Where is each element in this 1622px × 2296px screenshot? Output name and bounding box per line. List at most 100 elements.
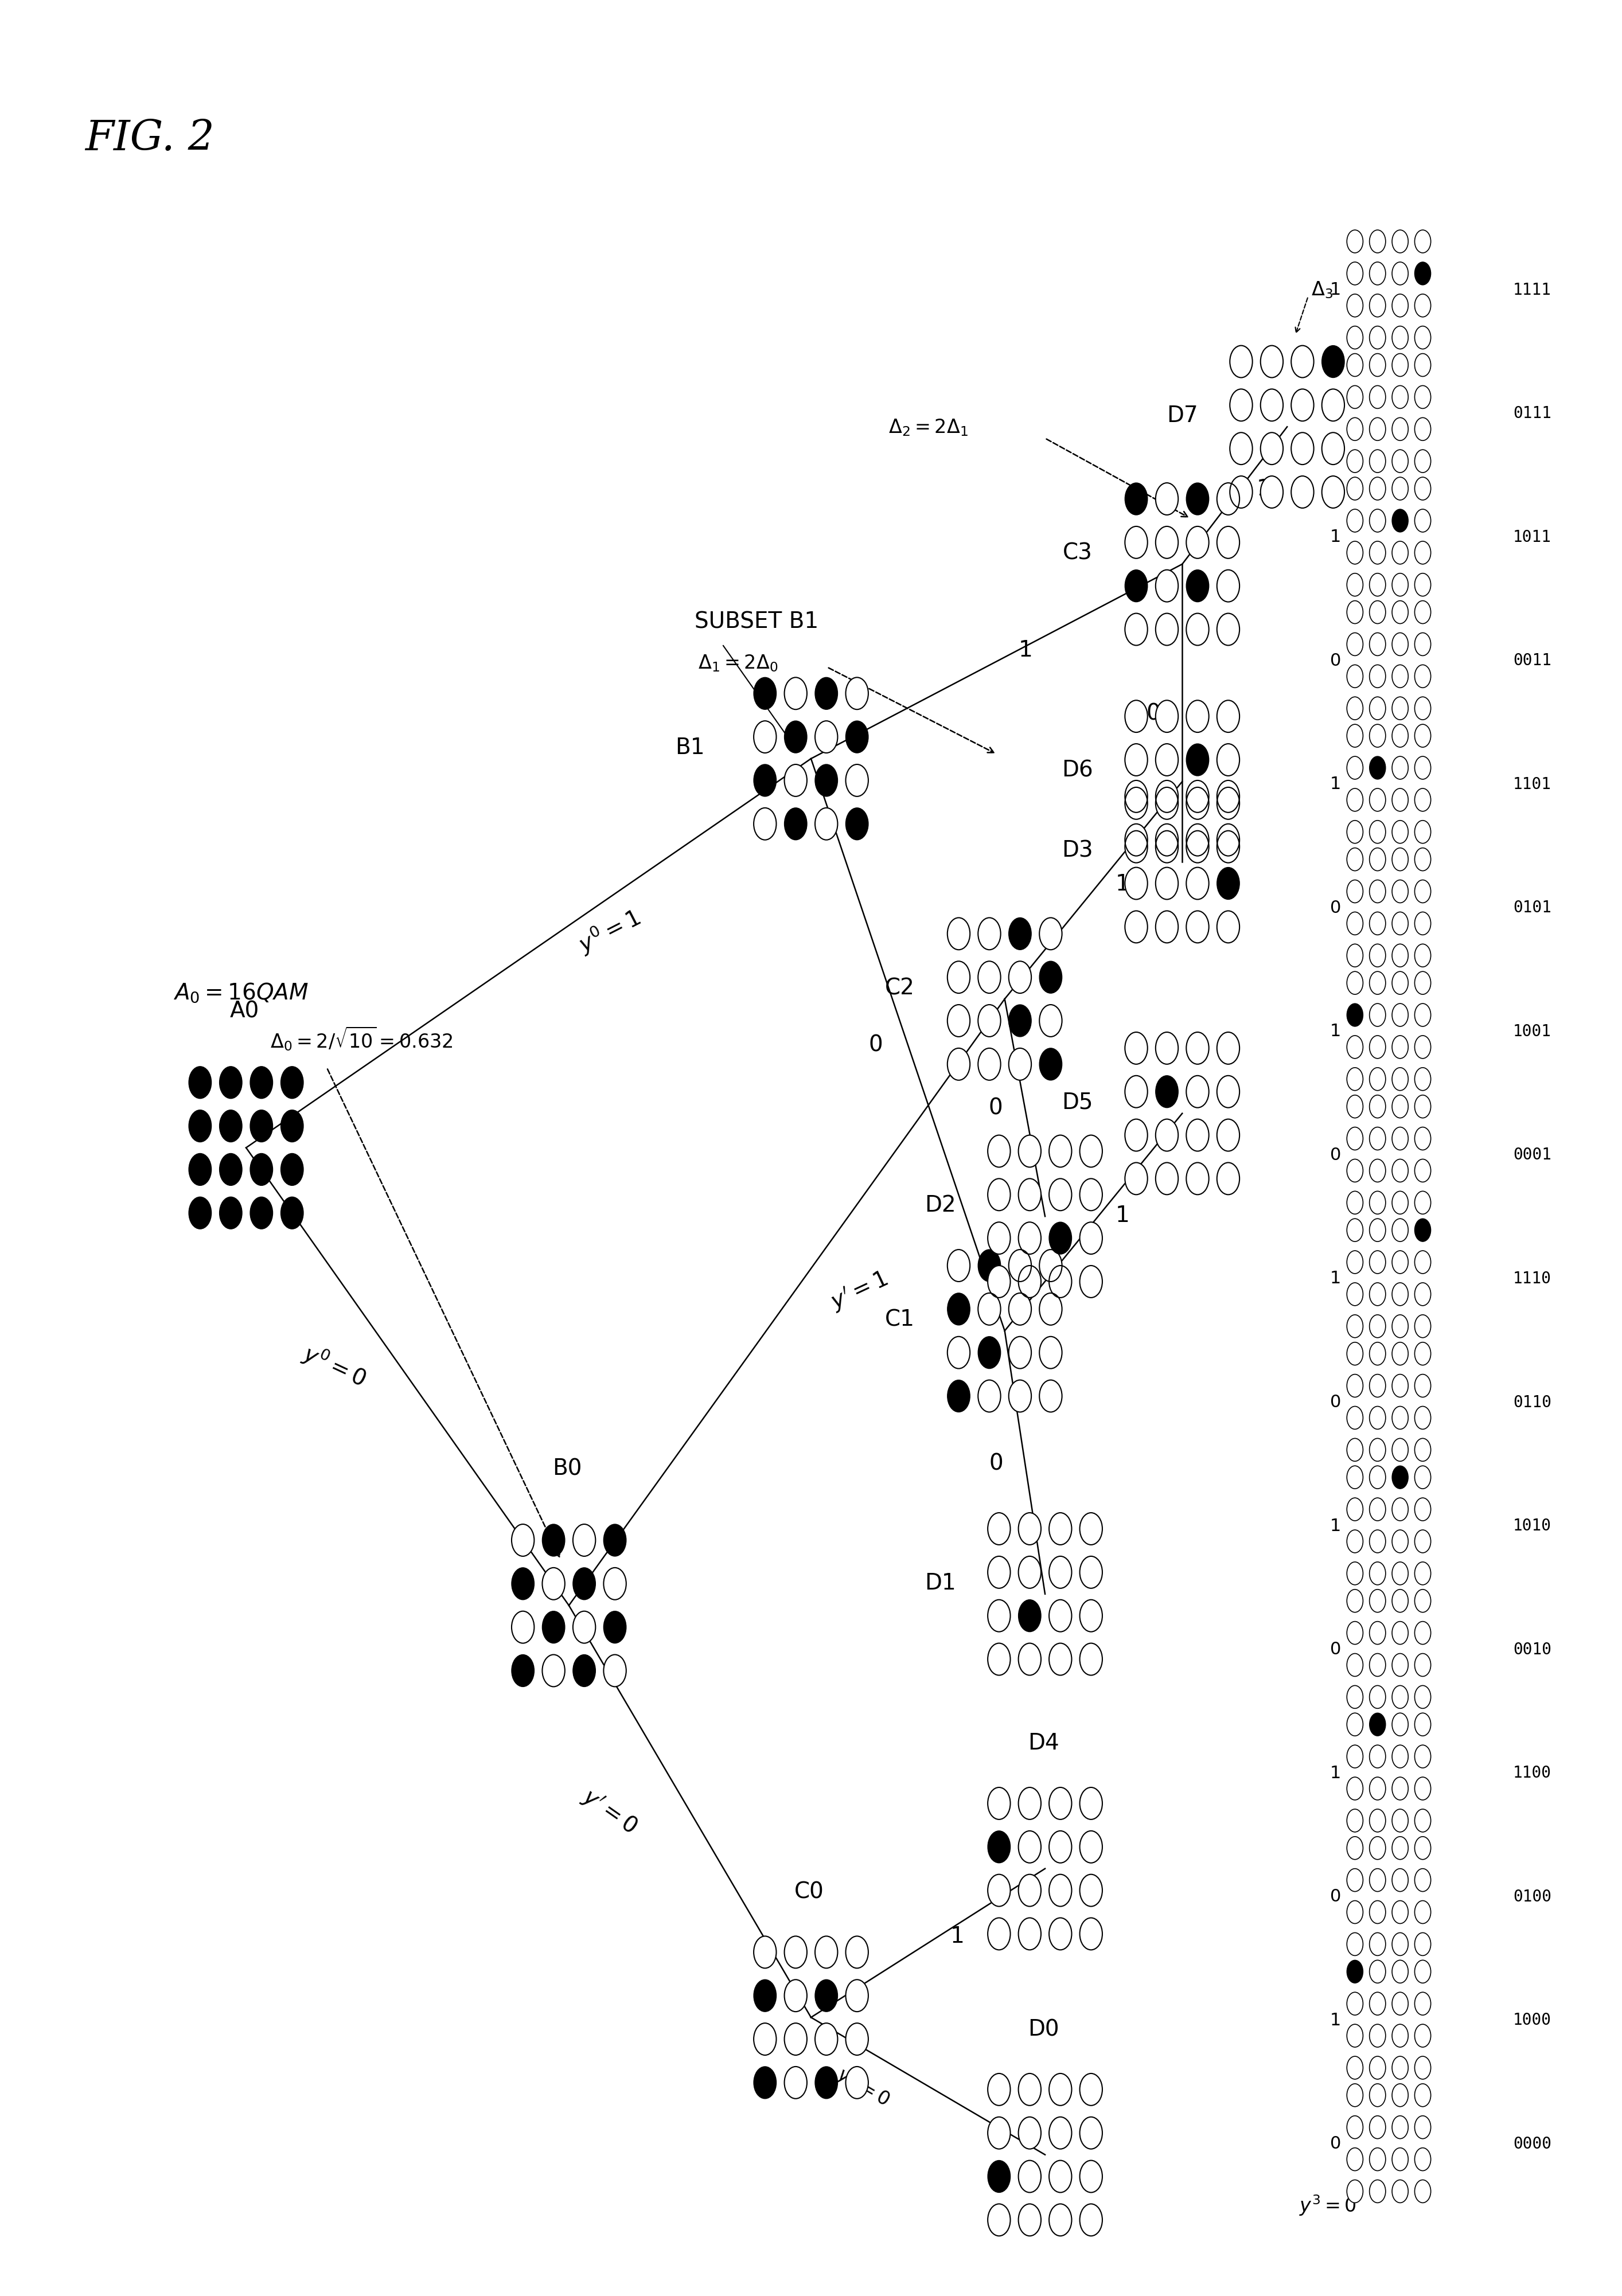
Circle shape <box>1414 602 1431 625</box>
Circle shape <box>1229 390 1252 422</box>
Circle shape <box>1414 510 1431 533</box>
Circle shape <box>978 1336 1001 1368</box>
Circle shape <box>1369 879 1385 902</box>
Text: 0000: 0000 <box>1513 2135 1552 2151</box>
Circle shape <box>1126 1077 1147 1109</box>
Text: $y'=1$: $y'=1$ <box>827 1267 892 1316</box>
Circle shape <box>1346 354 1362 377</box>
Circle shape <box>785 1979 808 2011</box>
Circle shape <box>1369 1961 1385 1984</box>
Circle shape <box>1414 1653 1431 1676</box>
Circle shape <box>1322 434 1345 466</box>
Circle shape <box>814 1979 837 2011</box>
Circle shape <box>785 677 808 709</box>
Circle shape <box>947 1293 970 1325</box>
Circle shape <box>250 1111 272 1143</box>
Circle shape <box>1080 2161 1103 2193</box>
Circle shape <box>1369 726 1385 748</box>
Text: D2: D2 <box>925 1194 955 1217</box>
Circle shape <box>1346 1497 1362 1520</box>
Circle shape <box>1392 1440 1408 1463</box>
Circle shape <box>1392 1343 1408 1366</box>
Circle shape <box>1186 912 1208 944</box>
Circle shape <box>814 2023 837 2055</box>
Circle shape <box>1369 1993 1385 2016</box>
Circle shape <box>1346 1837 1362 1860</box>
Circle shape <box>1346 2179 1362 2202</box>
Circle shape <box>1369 418 1385 441</box>
Circle shape <box>785 808 808 840</box>
Circle shape <box>1080 1830 1103 1862</box>
Circle shape <box>1392 1192 1408 1215</box>
Text: 0: 0 <box>1330 1394 1341 1410</box>
Circle shape <box>1414 262 1431 285</box>
Circle shape <box>1392 1561 1408 1584</box>
Circle shape <box>1346 262 1362 285</box>
Circle shape <box>1369 1653 1385 1676</box>
Circle shape <box>1155 613 1178 645</box>
Circle shape <box>1049 1513 1072 1545</box>
Circle shape <box>1019 1137 1041 1166</box>
Circle shape <box>1346 847 1362 870</box>
Circle shape <box>814 808 837 840</box>
Circle shape <box>1346 1068 1362 1091</box>
Circle shape <box>1369 2085 1385 2108</box>
Circle shape <box>1392 1316 1408 1339</box>
Circle shape <box>988 1789 1011 1818</box>
Circle shape <box>1369 971 1385 994</box>
Circle shape <box>1049 1644 1072 1676</box>
Text: 0111: 0111 <box>1513 406 1552 422</box>
Circle shape <box>754 1979 777 2011</box>
Circle shape <box>1369 1283 1385 1306</box>
Circle shape <box>1126 788 1147 820</box>
Text: 0001: 0001 <box>1513 1146 1552 1162</box>
Circle shape <box>1126 912 1147 944</box>
Circle shape <box>1080 2117 1103 2149</box>
Circle shape <box>1414 478 1431 501</box>
Circle shape <box>1346 1316 1362 1339</box>
Circle shape <box>1414 1809 1431 1832</box>
Circle shape <box>1346 1685 1362 1708</box>
Circle shape <box>1346 574 1362 597</box>
Circle shape <box>1392 634 1408 657</box>
Circle shape <box>1346 1621 1362 1644</box>
Circle shape <box>1369 386 1385 409</box>
Circle shape <box>1414 2179 1431 2202</box>
Circle shape <box>1229 434 1252 466</box>
Circle shape <box>1346 1653 1362 1676</box>
Circle shape <box>1414 847 1431 870</box>
Circle shape <box>1126 1120 1147 1150</box>
Text: 1110: 1110 <box>1513 1270 1552 1286</box>
Circle shape <box>188 1153 211 1185</box>
Circle shape <box>1392 1589 1408 1612</box>
Circle shape <box>1155 1120 1178 1150</box>
Circle shape <box>1369 820 1385 843</box>
Circle shape <box>1392 1869 1408 1892</box>
Circle shape <box>1126 781 1147 813</box>
Circle shape <box>1392 758 1408 781</box>
Circle shape <box>1346 478 1362 501</box>
Text: 1: 1 <box>1257 478 1272 501</box>
Circle shape <box>1040 1293 1062 1325</box>
Text: C3: C3 <box>1062 542 1092 565</box>
Circle shape <box>1049 1557 1072 1589</box>
Circle shape <box>1414 1375 1431 1398</box>
Text: 1100: 1100 <box>1513 1766 1552 1782</box>
Circle shape <box>1369 510 1385 533</box>
Circle shape <box>1392 2085 1408 2108</box>
Text: 0011: 0011 <box>1513 652 1552 668</box>
Circle shape <box>1080 1557 1103 1589</box>
Circle shape <box>1126 569 1147 602</box>
Circle shape <box>814 677 837 709</box>
Circle shape <box>1155 912 1178 944</box>
Circle shape <box>1392 1251 1408 1274</box>
Circle shape <box>573 1612 595 1644</box>
Circle shape <box>1260 434 1283 466</box>
Circle shape <box>1049 1137 1072 1166</box>
Circle shape <box>1346 1440 1362 1463</box>
Circle shape <box>281 1196 303 1228</box>
Circle shape <box>1322 478 1345 507</box>
Circle shape <box>1080 1789 1103 1818</box>
Circle shape <box>1346 1127 1362 1150</box>
Circle shape <box>188 1111 211 1143</box>
